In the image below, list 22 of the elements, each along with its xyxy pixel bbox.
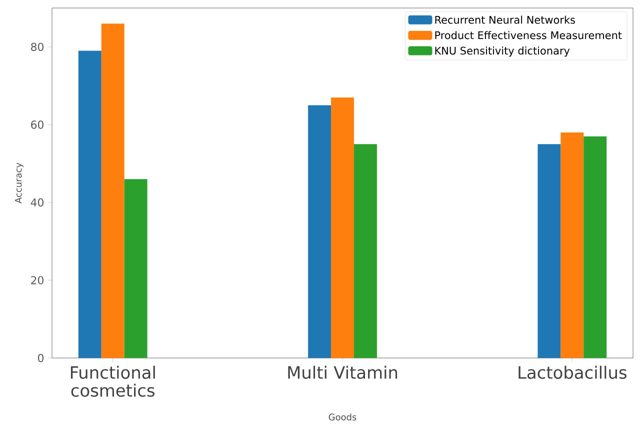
bar — [560, 132, 584, 358]
y-tick-label: 60 — [31, 120, 44, 129]
y-tick-label: 0 — [38, 354, 44, 362]
y-tick-label: 20 — [31, 276, 44, 284]
legend-label: Recurrent Neural Networks — [435, 16, 575, 24]
x-tick-label: Functional cosmetics — [70, 366, 155, 397]
legend-label: Product Effectiveness Measurement — [435, 31, 622, 40]
y-axis-title: Accuracy — [15, 162, 24, 204]
bar — [331, 97, 354, 358]
bar — [538, 144, 561, 358]
bar — [584, 136, 607, 358]
legend-label: KNU Sensitivity dictionary — [435, 46, 570, 57]
bar — [354, 144, 377, 358]
bar — [101, 24, 124, 358]
bar — [78, 50, 102, 358]
y-tick-label: 80 — [31, 42, 44, 52]
bar — [124, 179, 148, 358]
x-tick-label: Multi Vitamin — [288, 366, 398, 379]
x-tick-label: Lactobacillus — [518, 366, 626, 379]
x-axis-title: Goods — [328, 414, 356, 420]
bar — [308, 105, 332, 358]
y-tick-label: 40 — [30, 198, 44, 207]
